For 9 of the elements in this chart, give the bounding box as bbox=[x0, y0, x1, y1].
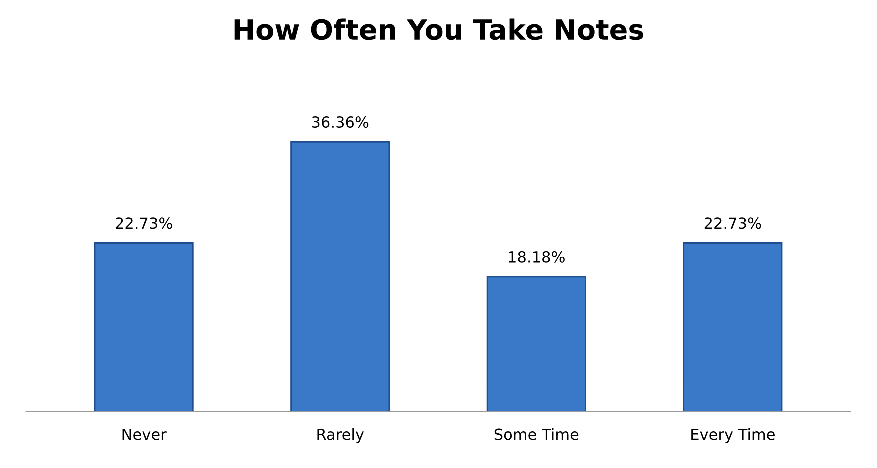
chart-title: How Often You Take Notes bbox=[234, 18, 644, 40]
data-label: 36.36% bbox=[312, 116, 369, 128]
data-label: 22.73% bbox=[116, 218, 172, 230]
x-tick-label: Rarely bbox=[318, 428, 364, 444]
x-tick-label: Some Time bbox=[494, 428, 579, 440]
data-label: 18.18% bbox=[509, 251, 565, 263]
x-tick-label: Never bbox=[122, 428, 167, 440]
data-label: 22.73% bbox=[704, 218, 762, 230]
x-tick-label: Every Time bbox=[692, 428, 775, 444]
